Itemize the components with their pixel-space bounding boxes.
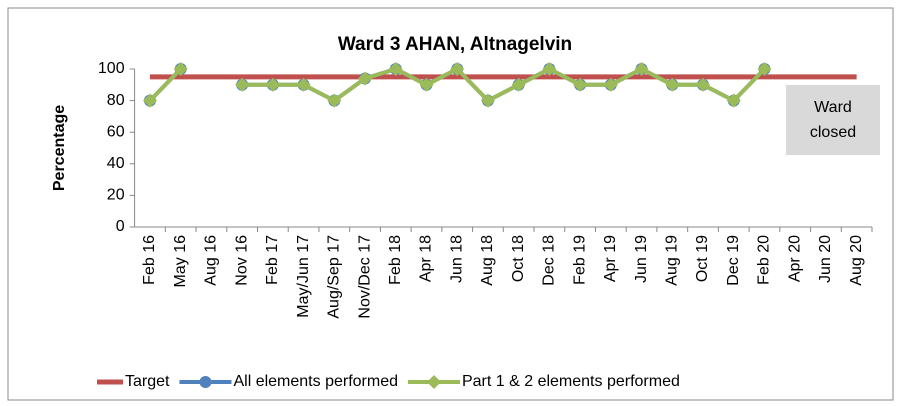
legend-label: All elements performed [233, 373, 398, 390]
data-point [235, 77, 250, 92]
x-tick-label: May/Jun 17 [295, 235, 312, 318]
annotation: closed [810, 124, 856, 141]
y-tick-label: 40 [107, 155, 125, 172]
y-tick-label: 80 [107, 92, 125, 109]
x-tick-label: Nov 16 [233, 235, 250, 286]
annotation-box [786, 85, 880, 155]
data-point [296, 77, 311, 92]
x-tick-label: Oct 19 [694, 235, 711, 282]
x-tick-label: Jun 18 [448, 235, 465, 283]
x-tick-label: Aug 19 [664, 235, 681, 286]
legend-label: Target [125, 373, 170, 390]
data-point [603, 77, 618, 92]
x-tick-label: Jun 19 [633, 235, 650, 283]
x-tick-label: Feb 19 [571, 235, 588, 285]
x-tick-label: Feb 18 [387, 235, 404, 285]
data-point [265, 77, 280, 92]
y-tick-label: 20 [107, 187, 125, 204]
x-tick-label: Oct 18 [510, 235, 527, 282]
data-point [696, 77, 711, 92]
y-tick-label: 100 [98, 60, 125, 77]
data-point [511, 77, 526, 92]
x-tick-label: Apr 19 [602, 235, 619, 282]
data-point [173, 62, 188, 76]
data-point [142, 93, 157, 108]
x-tick-label: Aug 20 [848, 235, 865, 286]
data-point [665, 77, 680, 92]
data-point [450, 62, 465, 76]
data-point [388, 62, 403, 76]
chart-title: Ward 3 AHAN, Altnagelvin [338, 34, 572, 55]
x-tick-label: Jun 20 [817, 235, 834, 283]
y-tick-label: 0 [116, 218, 125, 235]
x-tick-label: Dec 18 [541, 235, 558, 286]
data-point [573, 77, 588, 92]
x-tick-label: Apr 20 [786, 235, 803, 282]
legend-marker [426, 375, 441, 389]
data-point [634, 62, 649, 76]
x-tick-label: Feb 20 [756, 235, 773, 285]
data-point [327, 93, 342, 108]
legend-marker [199, 376, 212, 388]
data-point [419, 77, 434, 92]
legend-label: Part 1 & 2 elements performed [462, 373, 680, 390]
data-point [757, 62, 772, 76]
x-tick-label: Dec 19 [725, 235, 742, 286]
data-point [480, 93, 495, 108]
data-point [358, 71, 373, 86]
x-tick-label: May 16 [172, 235, 189, 288]
y-axis-label: Percentage [51, 105, 68, 191]
x-tick-label: Apr 18 [418, 235, 435, 282]
x-tick-label: Aug 16 [203, 235, 220, 286]
x-tick-label: Feb 17 [264, 235, 281, 285]
x-tick-label: Feb 16 [141, 235, 158, 285]
data-point [542, 62, 557, 76]
annotation: Ward [814, 99, 852, 116]
y-tick-label: 60 [107, 123, 125, 140]
x-tick-label: Aug 18 [479, 235, 496, 286]
data-point [726, 93, 741, 108]
x-tick-label: Nov/Dec 17 [356, 235, 373, 319]
x-tick-label: Aug/Sep 17 [326, 235, 343, 319]
